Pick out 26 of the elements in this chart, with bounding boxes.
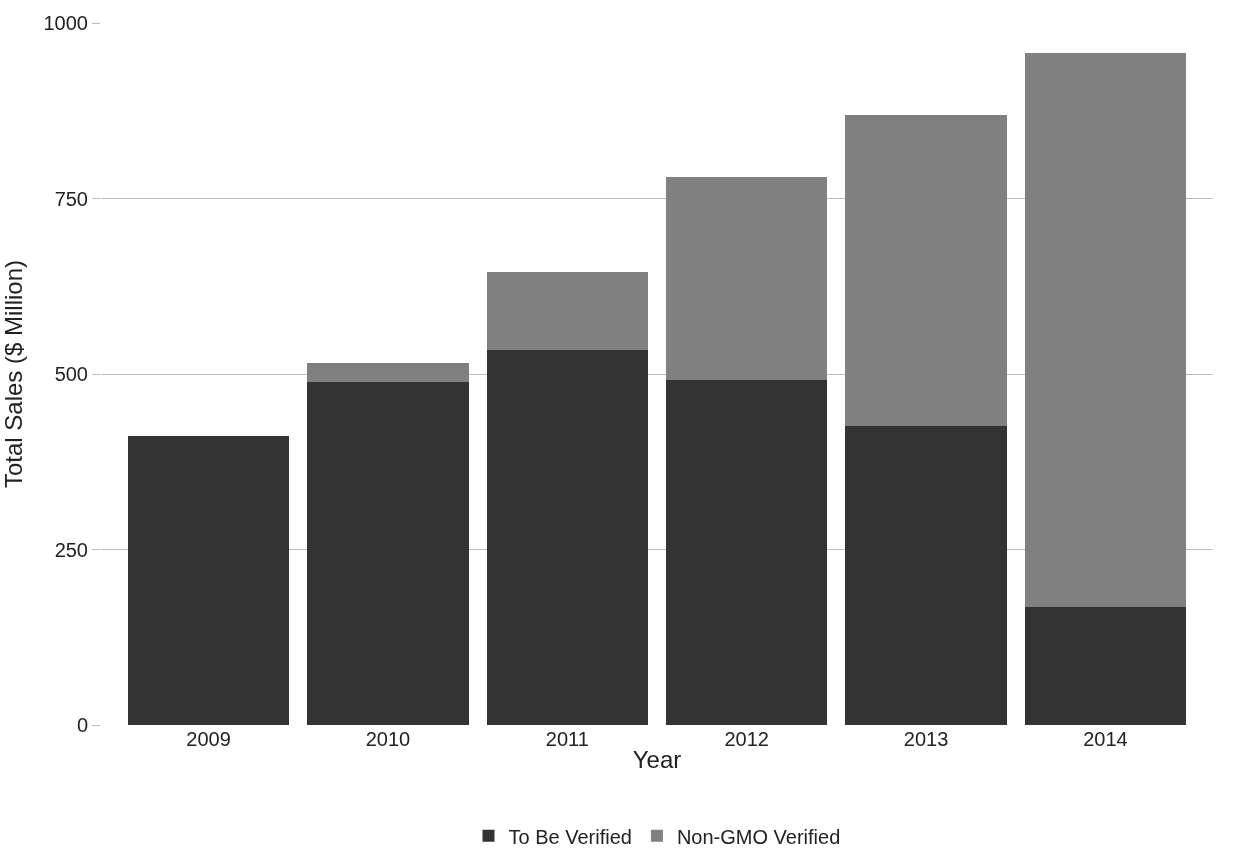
x-tick-label: 2011 — [545, 728, 589, 750]
x-tick-label: 2010 — [365, 728, 411, 750]
x-tick-label: 2012 — [724, 728, 769, 750]
bar — [665, 176, 828, 381]
bar — [486, 272, 649, 351]
y-tick-label: 500 — [54, 363, 88, 385]
y-tick-label: 1000 — [43, 12, 88, 34]
bar — [1024, 607, 1187, 725]
bar — [845, 425, 1007, 725]
bar — [665, 380, 828, 725]
y-axis-title: Total Sales ($ Million) — [0, 259, 27, 489]
bar — [127, 435, 290, 725]
legend-label: To Be Verified — [508, 825, 632, 848]
bar — [307, 362, 469, 382]
y-tick-label: 750 — [54, 187, 88, 210]
x-axis-title: Year — [632, 746, 682, 774]
x-tick-label: 2014 — [1083, 728, 1128, 750]
x-tick-label: 2009 — [186, 728, 231, 750]
y-tick-label: 250 — [54, 538, 88, 561]
bar — [307, 381, 469, 725]
bar — [1024, 53, 1187, 608]
legend-label: Non-GMO Verified — [676, 825, 841, 848]
bar — [845, 114, 1007, 426]
y-tick-label: 0 — [76, 714, 88, 736]
x-tick-label: 2013 — [903, 728, 949, 750]
bar — [486, 350, 649, 725]
